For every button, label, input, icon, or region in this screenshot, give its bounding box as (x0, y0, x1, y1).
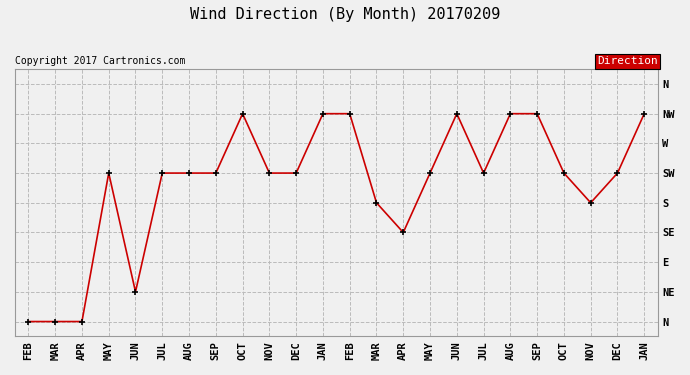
Text: Wind Direction (By Month) 20170209: Wind Direction (By Month) 20170209 (190, 8, 500, 22)
Text: Copyright 2017 Cartronics.com: Copyright 2017 Cartronics.com (15, 57, 186, 66)
Text: Direction: Direction (597, 57, 658, 66)
